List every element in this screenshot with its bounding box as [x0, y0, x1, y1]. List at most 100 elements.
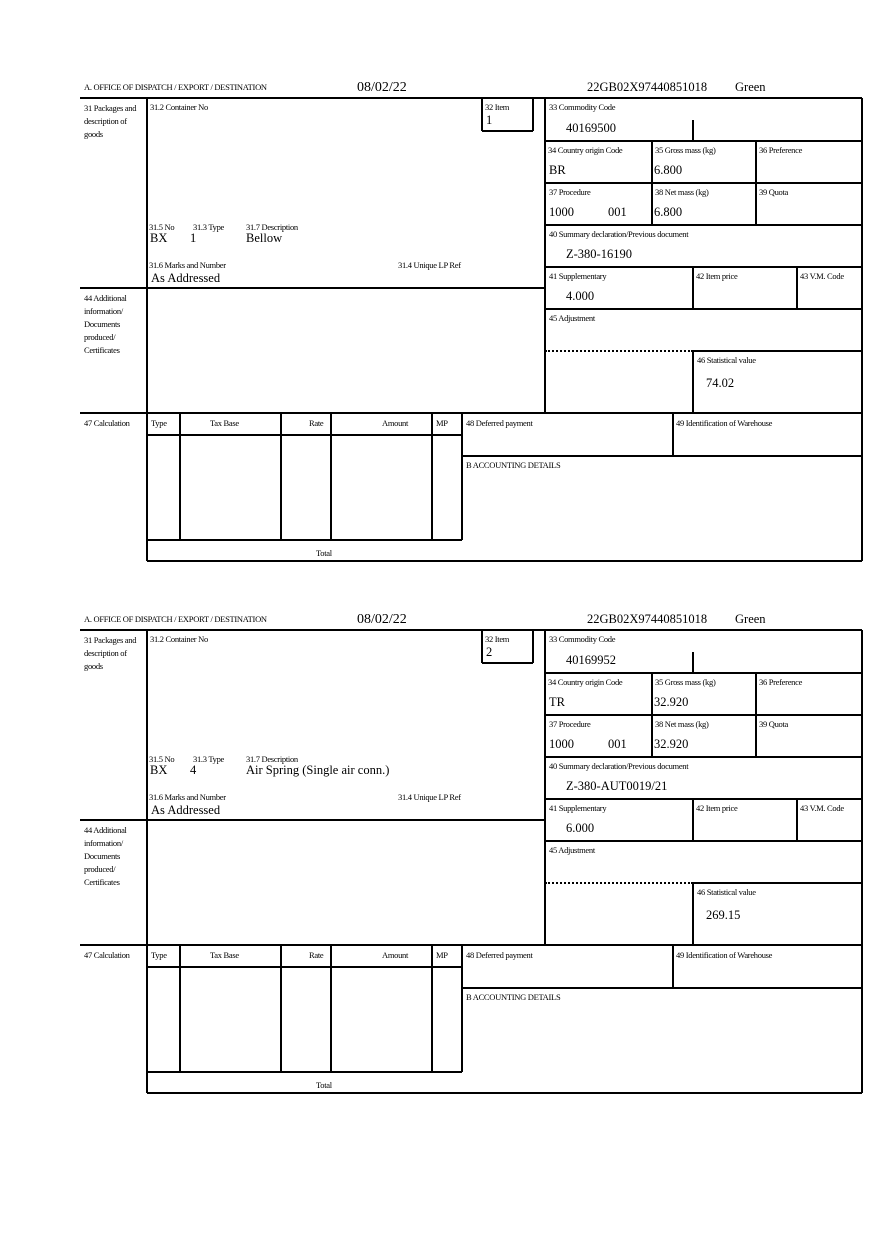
declaration-item-block: A. OFFICE OF DISPATCH / EXPORT / DESTINA…	[0, 80, 882, 580]
col-tax-base: Tax Base	[210, 418, 239, 428]
rule	[330, 413, 332, 540]
col-mp: MP	[436, 950, 448, 960]
col-tax-base: Tax Base	[210, 950, 239, 960]
rule	[462, 987, 862, 989]
supplementary-units: 6.000	[566, 821, 595, 835]
rule	[462, 455, 862, 457]
rule	[693, 350, 862, 352]
vm-code-label: 43 V.M. Code	[800, 271, 844, 281]
rule	[147, 966, 462, 968]
declaration-reference: 22GB02X97440851018	[587, 612, 708, 626]
rule	[80, 412, 862, 414]
rule	[80, 97, 862, 99]
rule	[280, 413, 282, 540]
goods-description: Air Spring (Single air conn.)	[246, 763, 390, 777]
rule	[861, 630, 863, 1093]
rule	[179, 413, 181, 540]
procedure-extra: 001	[608, 737, 627, 751]
commodity-label: 33 Commodity Code	[549, 634, 616, 644]
statistical-label: 46 Statistical value	[697, 887, 756, 897]
summary-label: 40 Summary declaration/Previous document	[549, 229, 689, 239]
preference-label: 36 Preference	[759, 145, 803, 155]
package-type-label: 31.3 Type	[193, 754, 225, 764]
rule	[545, 756, 862, 758]
net-mass: 32.920	[654, 737, 689, 751]
package-no-label: 31.5 No	[149, 222, 175, 232]
rule	[796, 799, 798, 841]
warehouse-label: 49 Identification of Warehouse	[676, 950, 773, 960]
quota-label: 39 Quota	[759, 187, 788, 197]
container-no-label: 31.2 Container No	[150, 102, 208, 112]
rule	[481, 98, 483, 131]
marks-label: 31.6 Marks and Number	[149, 260, 226, 270]
rule	[755, 141, 757, 225]
rule	[146, 98, 148, 561]
accounting-label: B ACCOUNTING DETAILS	[466, 992, 561, 1002]
rule	[861, 98, 863, 561]
calculation-label: 47 Calculation	[84, 418, 130, 428]
declaration-date: 08/02/22	[357, 612, 407, 627]
col-mp: MP	[436, 418, 448, 428]
rule	[80, 629, 862, 631]
net-label: 38 Net mass (kg)	[655, 719, 709, 729]
rule	[545, 266, 862, 268]
marks-label: 31.6 Marks and Number	[149, 792, 226, 802]
package-no-label: 31.5 No	[149, 754, 175, 764]
rule	[672, 413, 674, 456]
rule	[461, 945, 463, 1072]
rule	[80, 287, 545, 289]
rule	[544, 98, 546, 413]
unique-lp-label: 31.4 Unique LP Ref	[398, 260, 461, 270]
col-amount: Amount	[382, 950, 409, 960]
commodity-code: 40169952	[566, 653, 616, 667]
total-label: Total	[316, 1080, 332, 1090]
supplementary-label: 41 Supplementary	[549, 803, 607, 813]
country-code: TR	[549, 695, 565, 709]
net-mass: 6.800	[654, 205, 683, 219]
rule	[80, 944, 862, 946]
route-colour: Green	[735, 612, 766, 626]
commodity-label: 33 Commodity Code	[549, 102, 616, 112]
adjustment-label: 45 Adjustment	[549, 313, 595, 323]
package-type-label: 31.3 Type	[193, 222, 225, 232]
procedure-code: 1000	[549, 737, 574, 751]
rule	[147, 1092, 862, 1094]
calculation-label: 47 Calculation	[84, 950, 130, 960]
gross-label: 35 Gross mass (kg)	[655, 145, 716, 155]
declaration-item-block: A. OFFICE OF DISPATCH / EXPORT / DESTINA…	[0, 612, 882, 1112]
rule	[80, 819, 545, 821]
declaration-date: 08/02/22	[357, 80, 407, 95]
col-type: Type	[151, 950, 167, 960]
item-number: 2	[486, 645, 493, 659]
dotted-rule	[544, 351, 546, 413]
statistical-value: 269.15	[706, 908, 741, 922]
additional-info-label: 44 Additional information/ Documents pro…	[84, 825, 127, 887]
marks-value: As Addressed	[151, 271, 221, 285]
country-code: BR	[549, 163, 566, 177]
goods-description: Bellow	[246, 231, 283, 245]
procedure-extra: 001	[608, 205, 627, 219]
summary-document: Z-380-AUT0019/21	[566, 779, 668, 793]
quota-label: 39 Quota	[759, 719, 788, 729]
item-price-label: 42 Item price	[696, 271, 738, 281]
container-no-label: 31.2 Container No	[150, 634, 208, 644]
package-count: 4	[190, 763, 197, 777]
procedure-code: 1000	[549, 205, 574, 219]
rule	[280, 945, 282, 1072]
package-count: 1	[190, 231, 197, 245]
supplementary-label: 41 Supplementary	[549, 271, 607, 281]
rule	[482, 662, 533, 664]
rule	[692, 120, 694, 141]
dotted-rule	[544, 883, 546, 945]
rule	[146, 630, 148, 1093]
rule	[482, 130, 533, 132]
route-colour: Green	[735, 80, 766, 94]
rule	[532, 98, 534, 131]
deferred-label: 48 Deferred payment	[466, 418, 533, 428]
rule	[545, 798, 862, 800]
rule	[651, 673, 653, 757]
col-type: Type	[151, 418, 167, 428]
rule	[755, 673, 757, 757]
col-rate: Rate	[309, 950, 324, 960]
